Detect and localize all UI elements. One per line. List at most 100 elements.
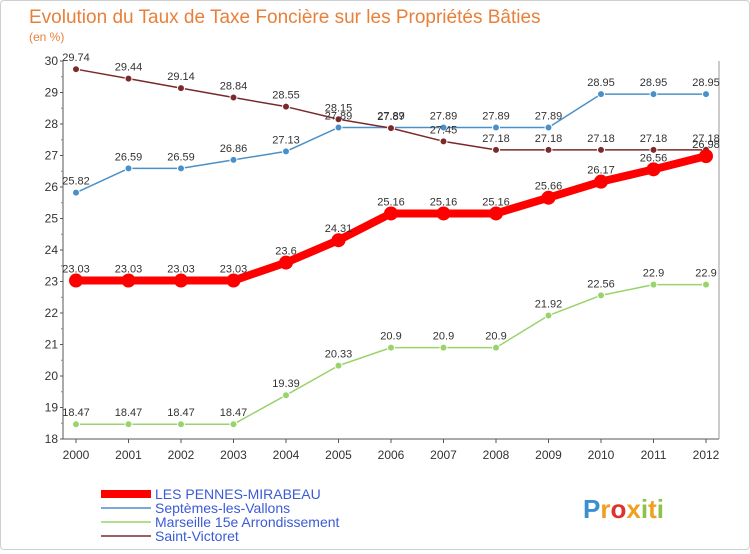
- data-label: 27.89: [430, 110, 458, 122]
- x-tick-label: 2012: [693, 448, 720, 462]
- logo-letter: r: [600, 494, 610, 524]
- legend-label-1: Septèmes-les-Vallons: [155, 500, 290, 516]
- data-point: [282, 147, 290, 156]
- data-label: 25.16: [482, 196, 510, 208]
- y-tick-label: 23: [45, 275, 59, 289]
- data-label: 18.47: [167, 407, 195, 419]
- data-label: 29.14: [167, 71, 195, 83]
- legend: LES PENNES-MIRABEAUSeptèmes-les-VallonsM…: [101, 486, 340, 544]
- data-point: [72, 188, 80, 197]
- data-label: 22.9: [643, 268, 664, 280]
- data-label: 27.18: [535, 133, 563, 145]
- axes: 18 19 20 21 22 23 24 25 26 27 28 29 30 2000 2001 2002 20…: [45, 54, 720, 462]
- data-point: [597, 145, 605, 154]
- chart-subtitle: (en %): [29, 30, 64, 44]
- x-tick-label: 2010: [588, 448, 615, 462]
- x-tick-label: 2011: [641, 448, 667, 462]
- data-point: [282, 102, 290, 111]
- data-label: 27.18: [587, 133, 615, 145]
- y-tick-label: 18: [45, 432, 59, 446]
- logo-letter: t: [648, 494, 657, 524]
- logo-letter: o: [610, 494, 626, 524]
- legend-label-2: Marseille 15e Arrondissement: [155, 514, 340, 530]
- y-tick-label: 27: [45, 149, 59, 163]
- plot-area: 18.47 18.47 18.47 18.47 19.39 20.33 20.9 20.9 20…: [62, 52, 720, 429]
- data-point: [646, 162, 661, 177]
- data-label: 18.47: [220, 407, 248, 419]
- data-label: 27.89: [377, 110, 405, 122]
- data-point: [72, 65, 80, 74]
- data-label: 29.74: [62, 52, 90, 64]
- y-tick-label: 21: [45, 338, 59, 352]
- data-label: 22.56: [587, 278, 615, 290]
- data-point: [439, 137, 448, 146]
- data-label: 23.03: [115, 264, 143, 276]
- data-point: [541, 190, 556, 205]
- data-point: [597, 291, 605, 300]
- data-label: 20.33: [325, 349, 353, 361]
- y-tick-label: 19: [45, 401, 59, 415]
- x-tick-label: 2002: [168, 448, 195, 462]
- data-label: 26.59: [167, 151, 195, 163]
- data-point: [702, 280, 710, 289]
- data-label: 26.17: [587, 165, 615, 177]
- x-tick-label: 2005: [325, 448, 352, 462]
- logo-letter: i: [641, 494, 648, 524]
- data-point: [649, 90, 658, 99]
- data-label: 28.84: [220, 81, 248, 93]
- data-point: [226, 273, 241, 288]
- data-point: [69, 273, 83, 288]
- data-point: [544, 123, 553, 132]
- data-label: 26.56: [640, 152, 668, 164]
- data-point: [177, 420, 185, 429]
- data-point: [492, 343, 500, 352]
- data-label: 18.47: [62, 407, 90, 419]
- data-point: [436, 206, 451, 221]
- data-point: [124, 164, 133, 173]
- data-label: 27.87: [377, 111, 405, 123]
- y-tick-label: 28: [45, 117, 59, 131]
- y-tick-label: 25: [45, 212, 59, 226]
- data-label: 27.13: [272, 134, 300, 146]
- data-point: [121, 273, 136, 288]
- data-label: 20.9: [433, 331, 454, 343]
- legend-label-0: LES PENNES-MIRABEAU: [155, 486, 321, 502]
- data-point: [544, 311, 553, 320]
- data-point: [649, 280, 658, 289]
- series-line-2: [75, 283, 707, 425]
- data-point: [489, 206, 503, 221]
- y-tick-label: 26: [45, 180, 59, 194]
- data-label: 27.89: [325, 110, 353, 122]
- data-label: 27.18: [482, 133, 510, 145]
- data-point: [124, 74, 133, 83]
- data-label: 25.16: [430, 196, 458, 208]
- data-label: 28.95: [587, 77, 615, 89]
- data-point: [387, 343, 395, 352]
- logo-letter: P: [583, 494, 600, 524]
- data-point: [544, 145, 553, 154]
- data-point: [334, 123, 343, 132]
- x-tick-label: 2007: [430, 448, 457, 462]
- data-point: [331, 233, 346, 248]
- data-label: 25.82: [62, 176, 90, 188]
- data-label: 22.9: [695, 268, 716, 280]
- data-point: [177, 84, 185, 93]
- data-label: 29.44: [115, 62, 143, 74]
- data-point: [702, 90, 710, 99]
- data-label: 26.59: [115, 151, 143, 163]
- data-label: 23.6: [275, 246, 296, 258]
- data-point: [699, 149, 713, 164]
- data-label: 21.92: [535, 299, 563, 311]
- data-label: 25.16: [377, 196, 405, 208]
- proxiti-logo-text: Proxiti: [583, 494, 664, 524]
- data-label: 27.89: [482, 110, 510, 122]
- chart-title: Evolution du Taux de Taxe Foncière sur l…: [29, 7, 541, 28]
- data-point: [177, 164, 185, 173]
- data-point: [72, 420, 80, 429]
- data-label: 25.66: [535, 181, 563, 193]
- data-point: [282, 391, 290, 400]
- data-label: 26.86: [220, 143, 248, 155]
- y-tick-label: 22: [45, 306, 59, 320]
- data-label: 27.45: [430, 124, 458, 136]
